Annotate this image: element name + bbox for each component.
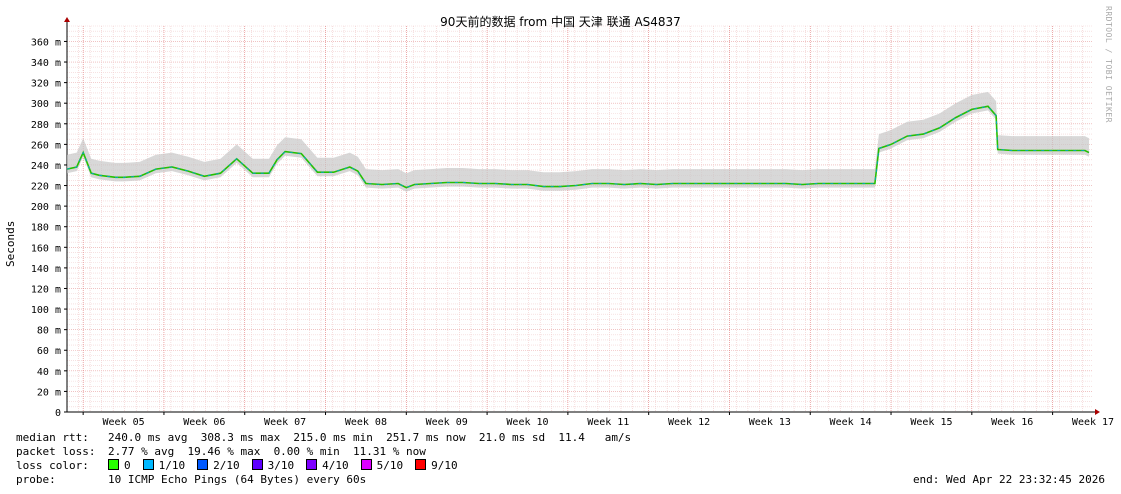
loss-color-item: 5/10 [360, 459, 404, 472]
probe-text: 10 ICMP Echo Pings (64 Bytes) every 60s [108, 473, 367, 486]
y-tick-label: 340 m [31, 58, 61, 69]
chart-title: 90天前的数据 from 中国 天津 联通 AS4837 [440, 15, 681, 29]
x-tick-label: Week 14 [830, 417, 872, 428]
loss-color-item: 4/10 [306, 459, 349, 472]
y-tick-label: 60 m [37, 346, 61, 357]
median-rtt-loss-overlay [66, 105, 1090, 189]
x-axis-arrow [1095, 409, 1100, 415]
loss-values: 2.77 % avg 19.46 % max 0.00 % min 11.31 … [108, 445, 426, 458]
y-tick-label: 80 m [37, 326, 61, 337]
loss-color-item: 2/10 [197, 459, 240, 472]
loss-color-swatch [360, 459, 372, 470]
loss-color-item: 1/10 [142, 459, 186, 472]
y-tick-label: 240 m [31, 161, 61, 172]
loss-color-label: loss color: [16, 459, 89, 472]
rrdtool-watermark: RRDTOOL / TOBI OETIKER [1104, 6, 1113, 123]
loss-label: packet loss: [16, 445, 96, 458]
x-tick-label: Week 12 [668, 417, 710, 428]
x-tick-label: Week 08 [345, 417, 387, 428]
y-tick-label: 220 m [31, 182, 61, 193]
y-axis-arrow [64, 17, 70, 22]
y-tick-label: 360 m [31, 37, 61, 48]
loss-color-swatch [415, 459, 427, 470]
y-tick-label: 300 m [31, 99, 61, 110]
y-tick-label: 120 m [31, 284, 61, 295]
smoke-band [67, 91, 1089, 192]
loss-color-item: 0 [108, 459, 131, 472]
y-tick-label: 160 m [31, 243, 61, 254]
median-values: 240.0 ms avg 308.3 ms max 215.0 ms min 2… [108, 431, 632, 444]
loss-color-swatch [197, 459, 209, 470]
loss-color-label-text: 9/10 [431, 459, 458, 472]
y-tick-label: 260 m [31, 140, 61, 151]
median-label: median rtt: [16, 431, 89, 444]
x-tick-label: Week 07 [264, 417, 306, 428]
x-tick-label: Week 13 [749, 417, 791, 428]
loss-color-swatch [142, 459, 154, 470]
legend-color-row: loss color: 0 1/10 2/10 3/10 4/10 5/10 9/10 [16, 459, 631, 473]
y-tick-label: 320 m [31, 79, 61, 90]
legend-probe-row: probe: 10 ICMP Echo Pings (64 Bytes) ever… [16, 473, 631, 487]
loss-color-label-text: 3/10 [267, 459, 295, 472]
loss-color-swatch [251, 459, 263, 470]
legend-loss-row: packet loss: 2.77 % avg 19.46 % max 0.00 … [16, 445, 631, 459]
y-tick-label: 0 [55, 408, 61, 419]
x-tick-label: Week 05 [102, 417, 144, 428]
loss-color-items: 0 1/10 2/10 3/10 4/10 5/10 9/10 [108, 459, 470, 472]
loss-color-item: 3/10 [251, 459, 295, 472]
loss-color-label-text: 0 [124, 459, 131, 472]
y-tick-label: 280 m [31, 120, 61, 131]
x-tick-label: Week 10 [506, 417, 548, 428]
y-tick-label: 20 m [37, 387, 61, 398]
x-tick-label: Week 06 [183, 417, 225, 428]
legend-median-row: median rtt: 240.0 ms avg 308.3 ms max 215… [16, 431, 631, 445]
smokeping-chart: 0 20 m 40 m 60 m 80 m 100 m 120 m 140 m 160 m 180… [31, 17, 1114, 428]
x-tick-label: Week 15 [910, 417, 952, 428]
loss-color-swatch [306, 459, 318, 470]
loss-color-item: 9/10 [415, 459, 458, 472]
legend: median rtt: 240.0 ms avg 308.3 ms max 215… [16, 431, 631, 487]
y-tick-label: 200 m [31, 202, 61, 213]
y-tick-label: 40 m [37, 367, 61, 378]
x-tick-label: Week 09 [426, 417, 468, 428]
loss-color-swatch [108, 459, 119, 470]
loss-color-label-text: 2/10 [213, 459, 240, 472]
loss-color-label-text: 4/10 [322, 459, 349, 472]
end-time: end: Wed Apr 22 23:32:45 2026 [912, 473, 1105, 486]
x-tick-label: Week 16 [991, 417, 1033, 428]
y-tick-label: 100 m [31, 305, 61, 316]
y-tick-label: 180 m [31, 223, 61, 234]
loss-color-label-text: 1/10 [158, 459, 186, 472]
x-tick-label: Week 11 [587, 417, 629, 428]
loss-color-label-text: 5/10 [376, 459, 404, 472]
x-tick-label: Week 17 [1072, 417, 1114, 428]
y-tick-label: 140 m [31, 264, 61, 275]
probe-label: probe: [16, 473, 56, 486]
y-axis-label: Seconds [4, 220, 17, 268]
